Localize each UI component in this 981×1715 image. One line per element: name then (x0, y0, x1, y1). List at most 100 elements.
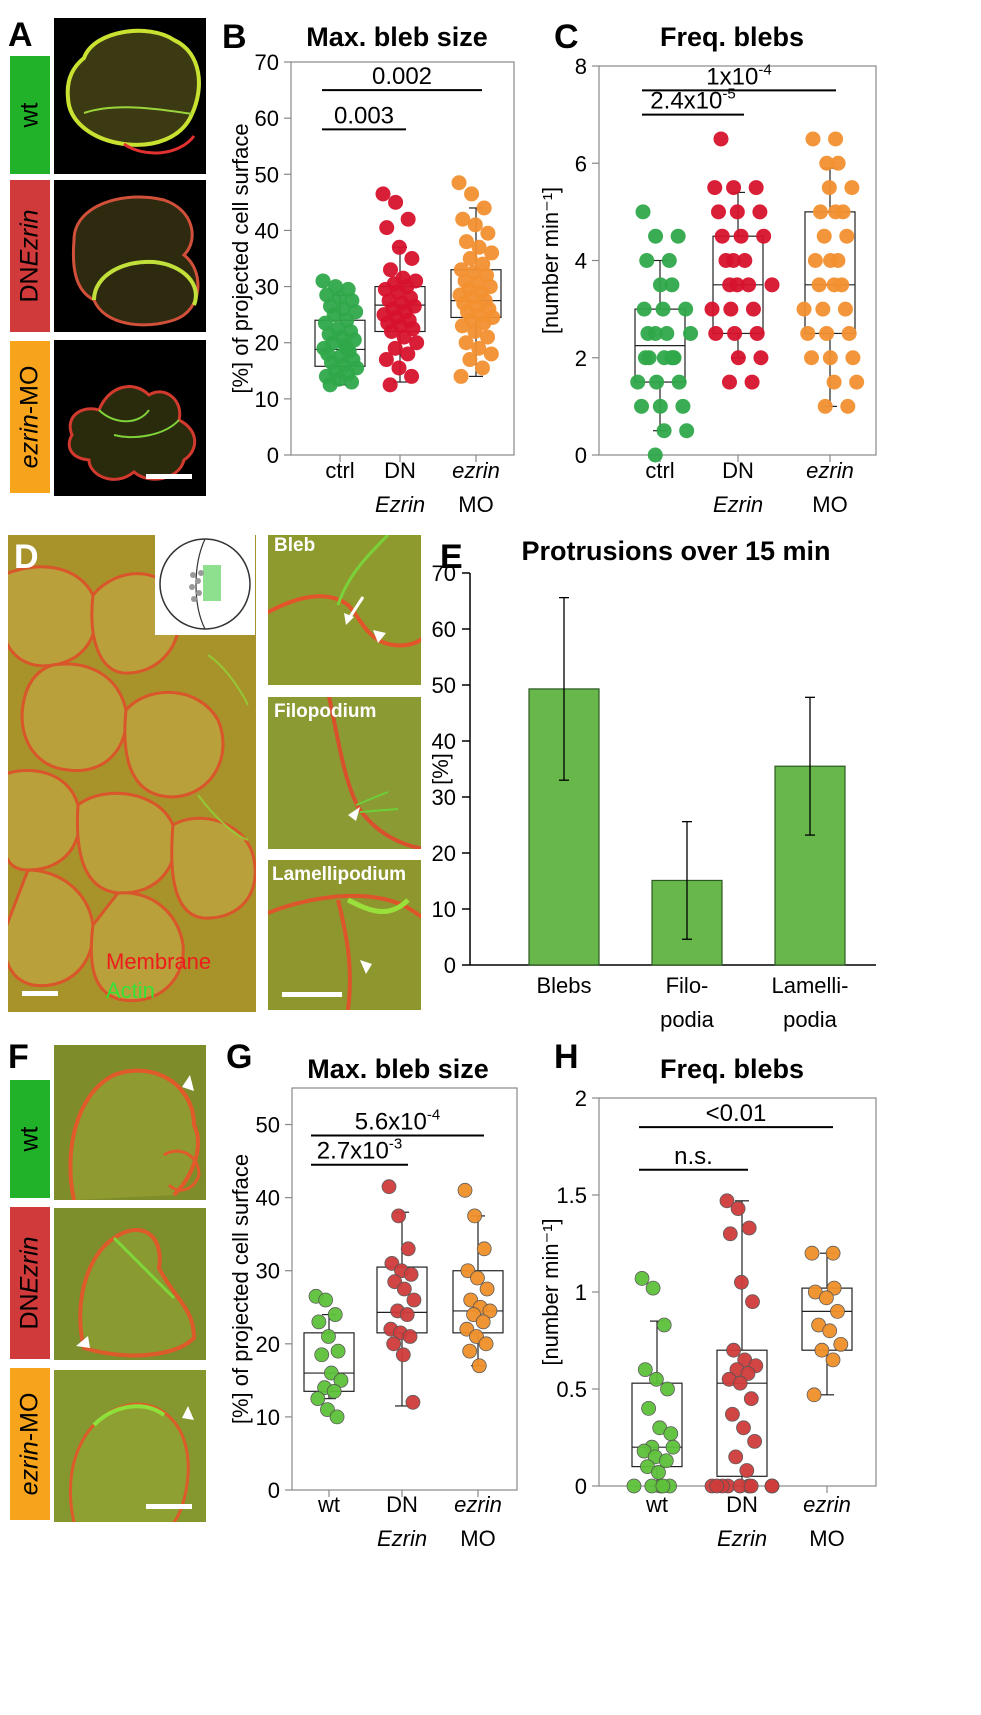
data-point (480, 225, 496, 241)
data-point (388, 194, 404, 210)
cell-f-wt (54, 1045, 206, 1200)
data-point (476, 200, 492, 216)
data-point (471, 239, 487, 255)
micrograph-f-wt (54, 1045, 206, 1200)
data-point (713, 131, 729, 147)
data-point (402, 1329, 418, 1344)
data-point (344, 374, 360, 390)
y-tick-label: 0 (268, 1478, 280, 1503)
data-point (704, 301, 720, 317)
data-point (391, 360, 407, 376)
data-point (821, 180, 837, 196)
data-point (396, 329, 412, 345)
data-point (476, 1241, 492, 1257)
y-axis-label: [number min⁻¹] (538, 1218, 563, 1365)
data-point (741, 277, 757, 293)
cell-outline-a-dnezrin (71, 195, 200, 327)
data-point (817, 398, 833, 414)
x-category-label: ezrin (803, 1492, 851, 1517)
data-point (741, 1220, 757, 1236)
data-point (478, 1336, 494, 1352)
panel-letter-a: A (8, 16, 33, 54)
p-value-label: 0.002 (372, 63, 432, 90)
inset-label-lamellipodium: Lamellipodium (272, 864, 407, 885)
data-point (830, 155, 846, 171)
data-point (405, 1394, 421, 1410)
data-point (652, 277, 668, 293)
y-tick-label: 1 (575, 1280, 587, 1305)
data-point (725, 1406, 740, 1422)
data-point (675, 398, 691, 414)
data-point (707, 180, 723, 196)
data-point (661, 253, 677, 268)
data-point (666, 350, 682, 366)
scale-bar-f (146, 1504, 192, 1509)
data-point (728, 1449, 744, 1465)
data-point (745, 301, 761, 317)
data-point (457, 1182, 473, 1198)
data-point (404, 251, 420, 266)
side-label-dnezrin-f: DNEzrin (10, 1207, 50, 1359)
x-category-label: ezrin (454, 1492, 502, 1517)
chart-title: Max. bleb size (306, 22, 488, 52)
data-point (639, 253, 655, 268)
cell-f-ezrin-mo (54, 1370, 206, 1522)
data-point (636, 301, 652, 317)
x-category-label: podia (783, 1007, 838, 1032)
data-point (825, 1352, 841, 1368)
y-tick-label: 0 (575, 1474, 587, 1499)
x-category-label: Ezrin (375, 492, 425, 517)
data-point (737, 253, 753, 268)
scale-bar-d (22, 991, 58, 996)
y-axis-label: [%] of projected cell surface (228, 1154, 253, 1424)
data-point (375, 186, 391, 202)
chart-title: Max. bleb size (307, 1054, 489, 1084)
data-point (467, 1208, 483, 1224)
data-point (311, 1314, 327, 1330)
data-point (471, 340, 487, 356)
x-category-label: ctrl (645, 458, 674, 483)
data-point (648, 228, 664, 244)
data-point (804, 350, 819, 366)
data-point (740, 1366, 756, 1381)
x-category-label: podia (660, 1007, 715, 1032)
inset-bleb-membrane (268, 535, 421, 685)
data-point (708, 325, 724, 341)
data-point (822, 350, 838, 366)
data-point (315, 273, 331, 289)
panel-letter-f: F (8, 1038, 29, 1076)
data-point (729, 204, 745, 220)
data-point (462, 251, 478, 266)
data-point (400, 346, 416, 362)
data-point (630, 374, 646, 390)
y-axis-label: [%] of projected cell surface (228, 123, 253, 393)
data-point (483, 346, 499, 362)
data-point (396, 1281, 412, 1297)
y-tick-label: 30 (432, 785, 456, 810)
y-tick-label: 1.5 (556, 1183, 587, 1208)
data-point (404, 368, 420, 384)
y-tick-label: 0.5 (556, 1377, 587, 1402)
y-tick-label: 10 (255, 387, 279, 412)
side-label-dnezrin: DNEzrin (10, 180, 50, 332)
y-tick-label: 70 (432, 561, 456, 586)
x-category-label: MO (812, 492, 847, 517)
data-point (665, 1439, 681, 1455)
data-point (826, 1280, 842, 1296)
data-point (484, 245, 500, 261)
p-value-label: 5.6x10-4 (355, 1107, 440, 1136)
data-point (655, 301, 671, 317)
inset-filopodium-membrane (268, 697, 421, 849)
micrograph-a-dnezrin (54, 180, 206, 332)
data-point (462, 1343, 478, 1359)
data-point (743, 1478, 759, 1494)
data-point (841, 325, 857, 341)
x-category-label: Ezrin (717, 1526, 767, 1551)
side-label-wt: wt (10, 56, 50, 174)
x-category-label: ezrin (452, 458, 500, 483)
data-point (805, 131, 821, 147)
data-point (663, 1426, 679, 1442)
data-point (814, 1342, 830, 1358)
panel-letter-c: C (554, 18, 579, 56)
